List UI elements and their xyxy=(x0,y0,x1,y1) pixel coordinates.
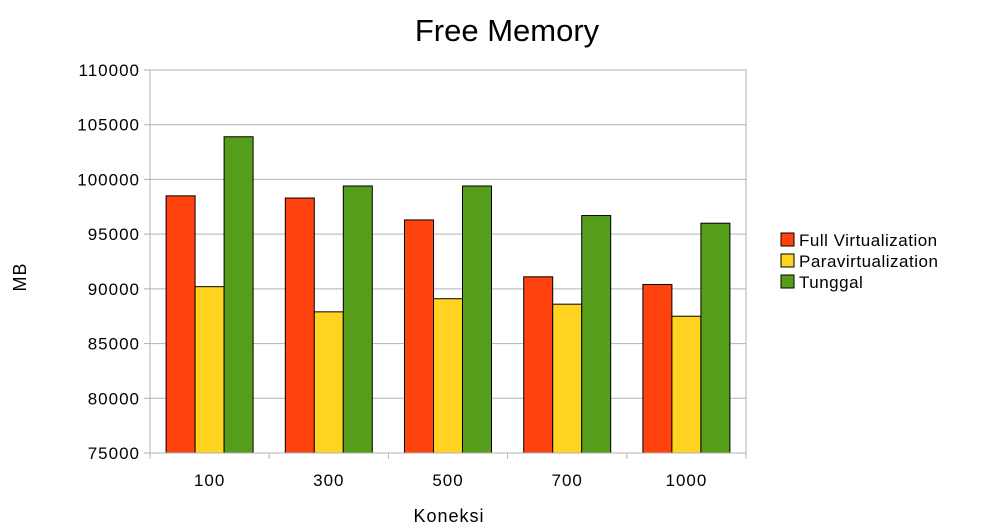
bar xyxy=(223,136,254,454)
x-tick-label: 300 xyxy=(313,471,344,490)
y-tick-label: 85000 xyxy=(88,335,140,354)
y-tick-label: 95000 xyxy=(88,225,140,244)
x-tick-label: 700 xyxy=(552,471,583,490)
legend-swatch xyxy=(780,253,795,268)
bar xyxy=(165,195,196,454)
y-tick-label: 80000 xyxy=(88,389,140,408)
bar xyxy=(313,311,344,454)
bar xyxy=(404,219,434,454)
y-tick-label: 100000 xyxy=(77,170,140,189)
axes: 75000 80000 85000 90000 95000 100000 105000 110… xyxy=(77,61,747,490)
bar xyxy=(581,215,612,454)
legend-swatch xyxy=(780,274,795,289)
legend-label: Paravirtualization xyxy=(799,252,938,271)
bars xyxy=(165,136,731,454)
bar xyxy=(433,298,463,454)
bar xyxy=(671,315,702,454)
x-tick-label: 500 xyxy=(432,471,463,490)
legend-label: Tunggal xyxy=(799,273,863,292)
chart-title: Free Memory xyxy=(415,13,600,48)
legend: Full Virtualization Paravirtualization Tun… xyxy=(780,231,938,292)
y-tick-label: 90000 xyxy=(88,280,140,299)
plot-frame xyxy=(149,69,747,454)
y-axis-label: MB xyxy=(10,263,30,292)
bar xyxy=(700,222,731,454)
x-axis-label: Koneksi xyxy=(413,506,484,526)
bar xyxy=(642,283,673,454)
bar xyxy=(462,185,492,454)
bar xyxy=(342,185,373,454)
y-tick-label: 110000 xyxy=(79,61,140,80)
x-tick-label: 100 xyxy=(194,471,225,490)
y-tick-label: 75000 xyxy=(88,444,140,463)
bar xyxy=(194,286,225,454)
bar xyxy=(552,303,583,454)
legend-swatch xyxy=(780,232,795,247)
x-tick-label: 1000 xyxy=(665,471,707,490)
bar xyxy=(523,276,554,454)
bar xyxy=(284,197,315,454)
y-tick-label: 105000 xyxy=(77,116,140,135)
legend-label: Full Virtualization xyxy=(799,231,938,250)
